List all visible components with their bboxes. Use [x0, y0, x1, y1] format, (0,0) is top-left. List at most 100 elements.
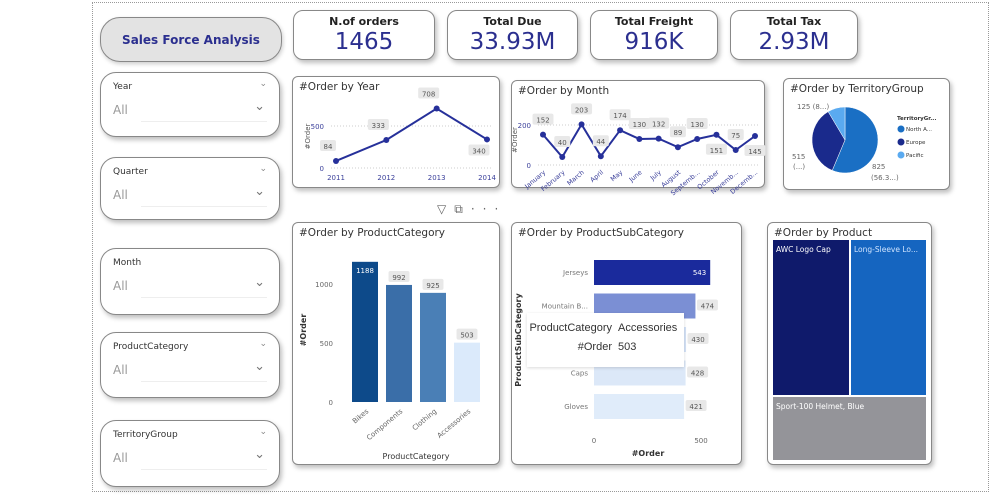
data-label: 174: [613, 112, 627, 120]
y-tick-label: Jerseys: [562, 269, 588, 277]
tooltip-value: Accessories: [618, 322, 678, 334]
slicer-quarter[interactable]: Quarter ⌄ All ⌄: [100, 157, 280, 220]
y-tick-label: 500: [320, 340, 333, 348]
treemap-label: AWC Logo Cap: [776, 245, 831, 254]
y-axis-label: ProductSubCategory: [514, 293, 523, 387]
data-label: 708: [422, 91, 435, 99]
data-label-bg: [687, 366, 709, 378]
report-canvas: [92, 2, 989, 492]
data-point: [674, 144, 681, 151]
data-point: [578, 121, 585, 128]
x-axis-label: #Order: [632, 449, 665, 458]
y-tick-label: Caps: [571, 370, 589, 378]
x-tick-label: March: [565, 168, 585, 187]
data-point: [383, 137, 390, 144]
slicer-value[interactable]: All: [113, 103, 128, 117]
data-label-bg: [628, 118, 650, 129]
kpi-value: 916K: [624, 29, 684, 55]
data-label-bg: [686, 118, 708, 129]
y-tick-label: 1000: [315, 281, 333, 289]
y-axis-label: #Order: [304, 124, 312, 150]
data-point: [484, 136, 490, 143]
x-tick-label: 2011: [327, 174, 345, 182]
data-label: 44: [596, 138, 605, 146]
dropdown-chevron-icon[interactable]: ⌄: [254, 359, 265, 374]
data-label-bg: [687, 333, 709, 344]
slicer-month[interactable]: Month All ⌄: [100, 248, 280, 315]
x-tick-label: July: [648, 168, 663, 182]
kpi-card-orders: N.of orders 1465: [293, 10, 435, 60]
slicer-value[interactable]: All: [113, 188, 128, 202]
slicer-value[interactable]: All: [113, 451, 128, 465]
data-label-bg: [456, 328, 478, 340]
slicer-year[interactable]: Year ⌄ All ⌄: [100, 72, 280, 137]
bar: [594, 260, 711, 285]
more-options-icon[interactable]: ···: [470, 202, 507, 216]
bar: [386, 284, 412, 402]
y-tick-label: 0: [329, 399, 333, 407]
slicer-value[interactable]: All: [113, 363, 128, 377]
data-point: [333, 157, 339, 164]
data-point: [597, 153, 604, 160]
legend-item: Pacific: [906, 153, 923, 159]
chevron-down-icon[interactable]: ⌄: [259, 339, 267, 349]
dropdown-chevron-icon[interactable]: ⌄: [254, 447, 265, 462]
chevron-down-icon[interactable]: ⌄: [259, 79, 267, 89]
chart-title: #Order by ProductSubCategory: [518, 227, 685, 239]
data-point: [559, 154, 566, 160]
data-point: [752, 133, 758, 139]
slicer-product-category[interactable]: ProductCategory ⌄ All ⌄: [100, 332, 280, 398]
chevron-down-icon[interactable]: ⌄: [259, 164, 267, 174]
slicer-value[interactable]: All: [113, 279, 128, 293]
treemap-label: Long-Sleeve Lo...: [854, 245, 918, 254]
y-tick-label: 500: [311, 123, 324, 131]
data-point: [636, 136, 643, 142]
y-tick-label: 200: [518, 122, 531, 130]
kpi-value: 1465: [334, 29, 394, 55]
data-label: 89: [673, 129, 682, 137]
legend-item: Europe: [906, 140, 926, 146]
data-label-bg: [609, 109, 631, 121]
data-label: 130: [633, 121, 646, 129]
data-label-bg: [648, 117, 670, 129]
dropdown-chevron-icon[interactable]: ⌄: [254, 184, 265, 199]
slicer-territory-group[interactable]: TerritoryGroup ⌄ All ⌄: [100, 420, 280, 487]
data-label-bg: [388, 270, 410, 282]
slicer-label: Quarter: [113, 167, 148, 177]
data-label: 503: [460, 332, 473, 340]
data-point: [732, 147, 739, 153]
legend-item: North A...: [906, 127, 932, 133]
report-title-button[interactable]: Sales Force Analysis: [100, 17, 282, 62]
data-label: 84: [324, 143, 333, 151]
slice-label: 825: [872, 163, 885, 171]
data-label-bg: [571, 103, 593, 115]
data-label: 992: [392, 274, 405, 282]
x-tick-label: 2013: [428, 174, 446, 182]
x-tick-label: 2014: [478, 174, 496, 182]
legend-marker: [897, 151, 905, 159]
visual-header: ▽⧉···: [437, 202, 506, 217]
focus-mode-icon[interactable]: ⧉: [454, 202, 471, 216]
legend-title: TerritoryGr...: [897, 116, 936, 122]
dropdown-chevron-icon[interactable]: ⌄: [254, 275, 265, 290]
dropdown-chevron-icon[interactable]: ⌄: [254, 99, 265, 114]
kpi-label: N.of orders: [329, 15, 399, 28]
x-tick-label: Clothing: [411, 407, 438, 432]
filter-icon[interactable]: ▽: [437, 202, 455, 216]
data-label: 40: [558, 139, 567, 147]
data-label: 145: [748, 148, 761, 156]
x-tick-label: June: [627, 168, 644, 184]
chart-order-by-year[interactable]: #Order by Year: [292, 76, 500, 188]
pie-slice: [831, 106, 879, 174]
chevron-down-icon[interactable]: ⌄: [259, 427, 267, 437]
chart-title: #Order by Product: [774, 227, 873, 239]
chart-order-by-month[interactable]: #Order by Month: [511, 80, 765, 188]
chart-title: #Order by TerritoryGroup: [790, 83, 924, 95]
x-axis-label: ProductCategory: [383, 452, 450, 461]
data-label: 543: [693, 269, 706, 277]
y-tick-label: Mountain B...: [542, 303, 588, 311]
bar: [420, 292, 446, 402]
data-label-bg: [727, 129, 744, 140]
kpi-card-total-due: Total Due 33.93M: [447, 10, 578, 60]
